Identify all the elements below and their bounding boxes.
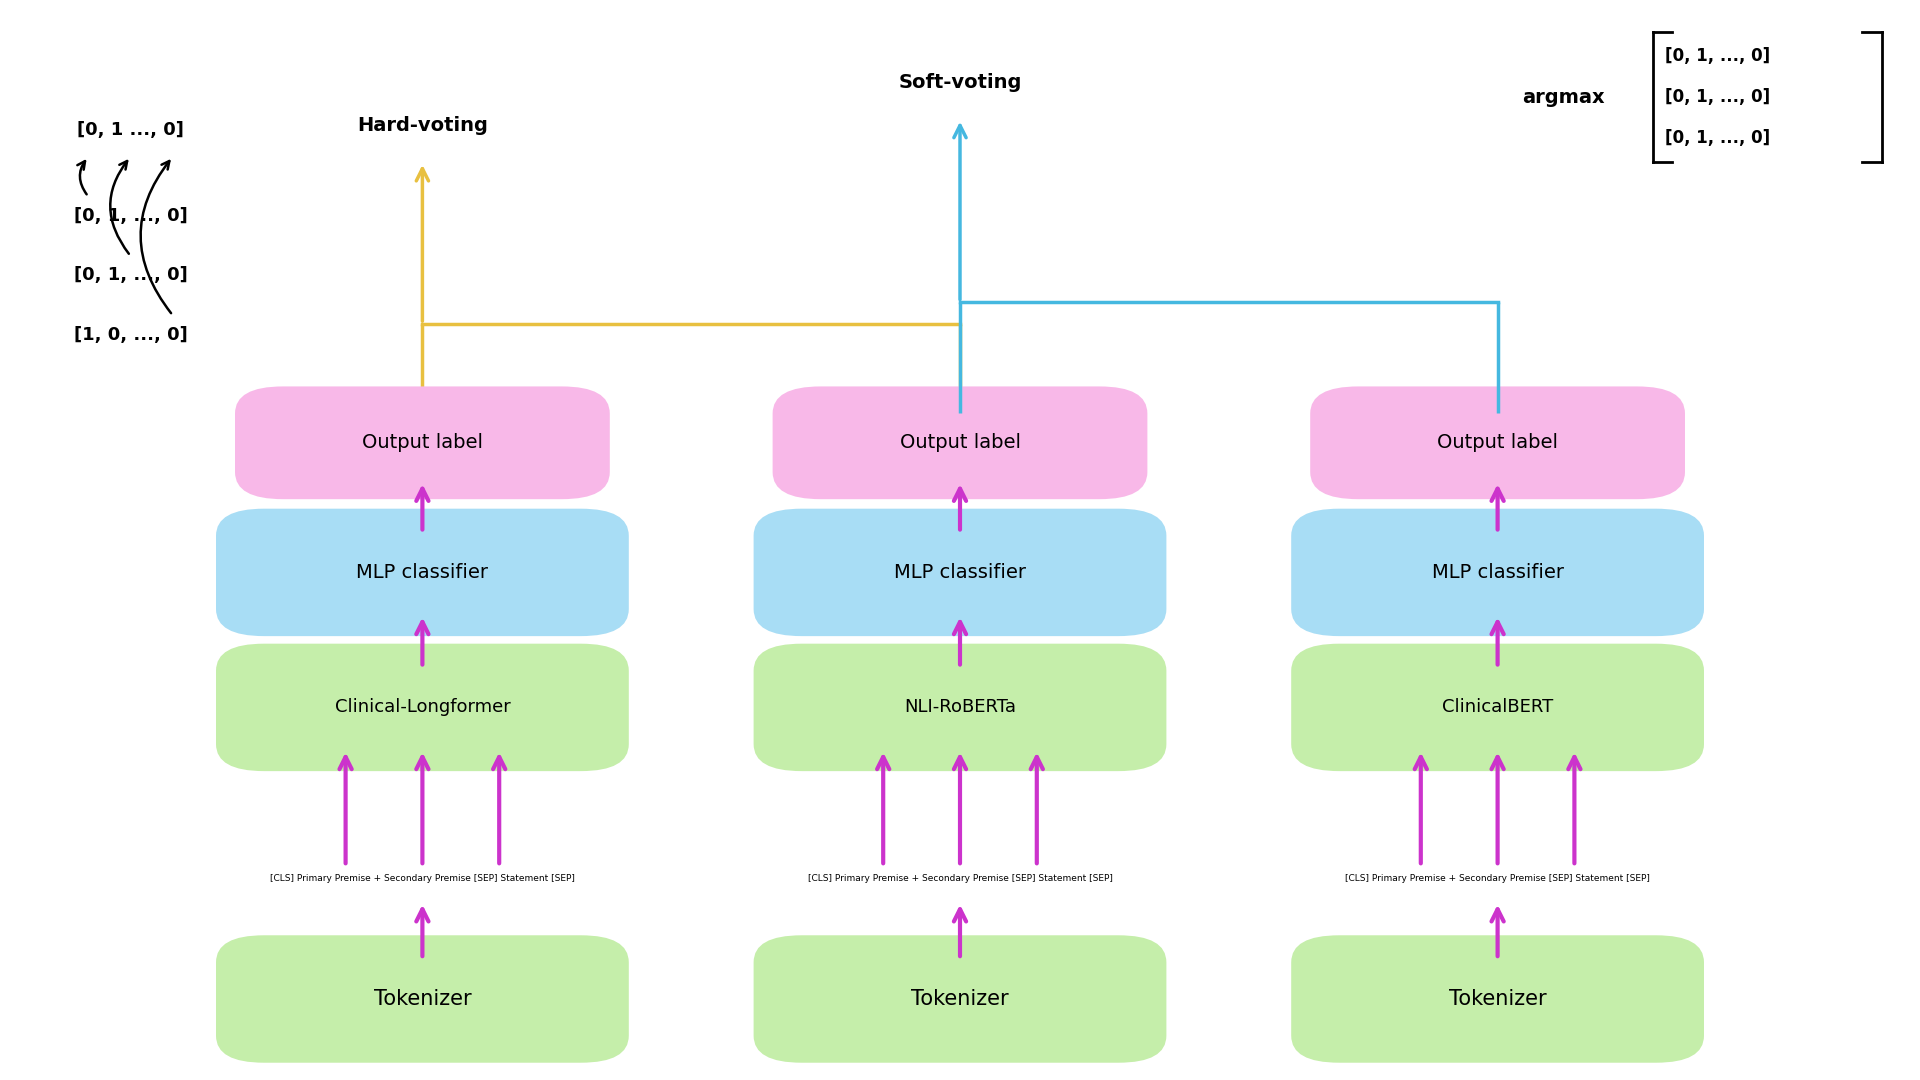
FancyBboxPatch shape: [772, 387, 1148, 499]
Text: MLP classifier: MLP classifier: [357, 563, 488, 582]
Text: Tokenizer: Tokenizer: [374, 989, 470, 1009]
FancyBboxPatch shape: [753, 935, 1165, 1063]
FancyBboxPatch shape: [753, 644, 1165, 771]
Text: Tokenizer: Tokenizer: [912, 989, 1008, 1009]
FancyBboxPatch shape: [217, 935, 630, 1063]
Text: [0, 1, ..., 0]: [0, 1, ..., 0]: [73, 267, 188, 284]
Text: [0, 1, ..., 0]: [0, 1, ..., 0]: [1665, 130, 1770, 147]
Text: argmax: argmax: [1523, 87, 1605, 107]
Text: Output label: Output label: [361, 433, 484, 453]
FancyBboxPatch shape: [217, 644, 630, 771]
Text: [0, 1, ..., 0]: [0, 1, ..., 0]: [1665, 48, 1770, 65]
Text: [0, 1, ..., 0]: [0, 1, ..., 0]: [73, 207, 188, 225]
FancyBboxPatch shape: [1309, 387, 1686, 499]
FancyBboxPatch shape: [1290, 509, 1705, 636]
FancyBboxPatch shape: [1290, 644, 1705, 771]
Text: NLI-RoBERTa: NLI-RoBERTa: [904, 699, 1016, 716]
Text: Output label: Output label: [899, 433, 1021, 453]
Text: [CLS] Primary Premise + Secondary Premise [SEP] Statement [SEP]: [CLS] Primary Premise + Secondary Premis…: [1346, 875, 1649, 883]
Text: [0, 1 ..., 0]: [0, 1 ..., 0]: [77, 121, 184, 138]
FancyBboxPatch shape: [234, 387, 611, 499]
FancyBboxPatch shape: [753, 509, 1165, 636]
Text: [0, 1, ..., 0]: [0, 1, ..., 0]: [1665, 89, 1770, 106]
Text: ClinicalBERT: ClinicalBERT: [1442, 699, 1553, 716]
Text: [1, 0, ..., 0]: [1, 0, ..., 0]: [73, 326, 188, 343]
Text: MLP classifier: MLP classifier: [1432, 563, 1563, 582]
FancyBboxPatch shape: [1290, 935, 1705, 1063]
Text: [CLS] Primary Premise + Secondary Premise [SEP] Statement [SEP]: [CLS] Primary Premise + Secondary Premis…: [808, 875, 1112, 883]
FancyBboxPatch shape: [217, 509, 630, 636]
Text: MLP classifier: MLP classifier: [895, 563, 1025, 582]
Text: Tokenizer: Tokenizer: [1450, 989, 1546, 1009]
Text: [CLS] Primary Premise + Secondary Premise [SEP] Statement [SEP]: [CLS] Primary Premise + Secondary Premis…: [271, 875, 574, 883]
Text: Soft-voting: Soft-voting: [899, 72, 1021, 92]
Text: Output label: Output label: [1436, 433, 1559, 453]
Text: Clinical-Longformer: Clinical-Longformer: [334, 699, 511, 716]
Text: Hard-voting: Hard-voting: [357, 116, 488, 135]
